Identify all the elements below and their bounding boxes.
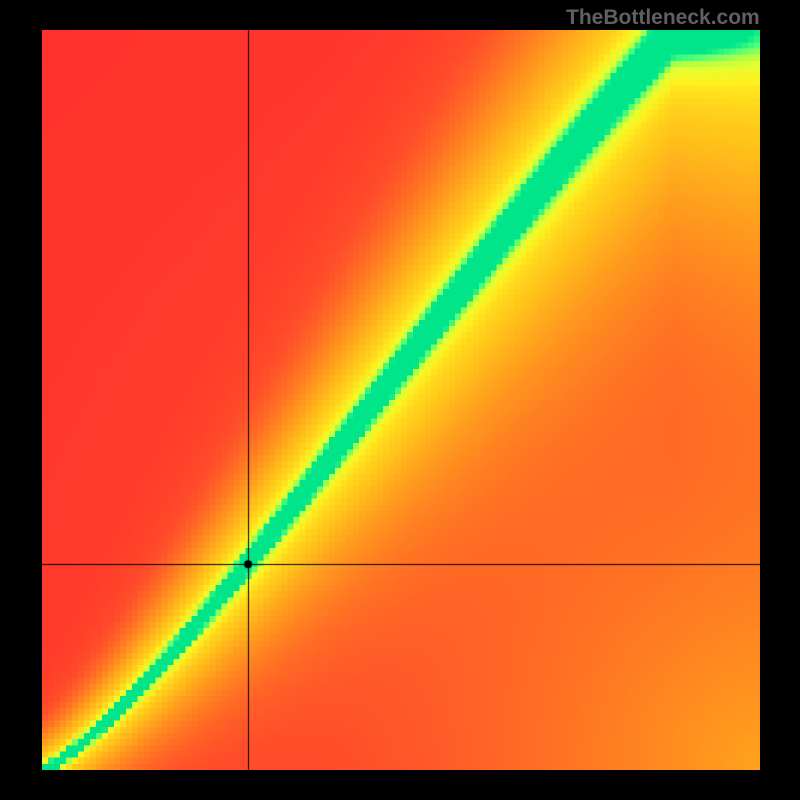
chart-container: TheBottleneck.com (0, 0, 800, 800)
watermark-text: TheBottleneck.com (566, 6, 760, 30)
bottleneck-heatmap (42, 30, 760, 770)
